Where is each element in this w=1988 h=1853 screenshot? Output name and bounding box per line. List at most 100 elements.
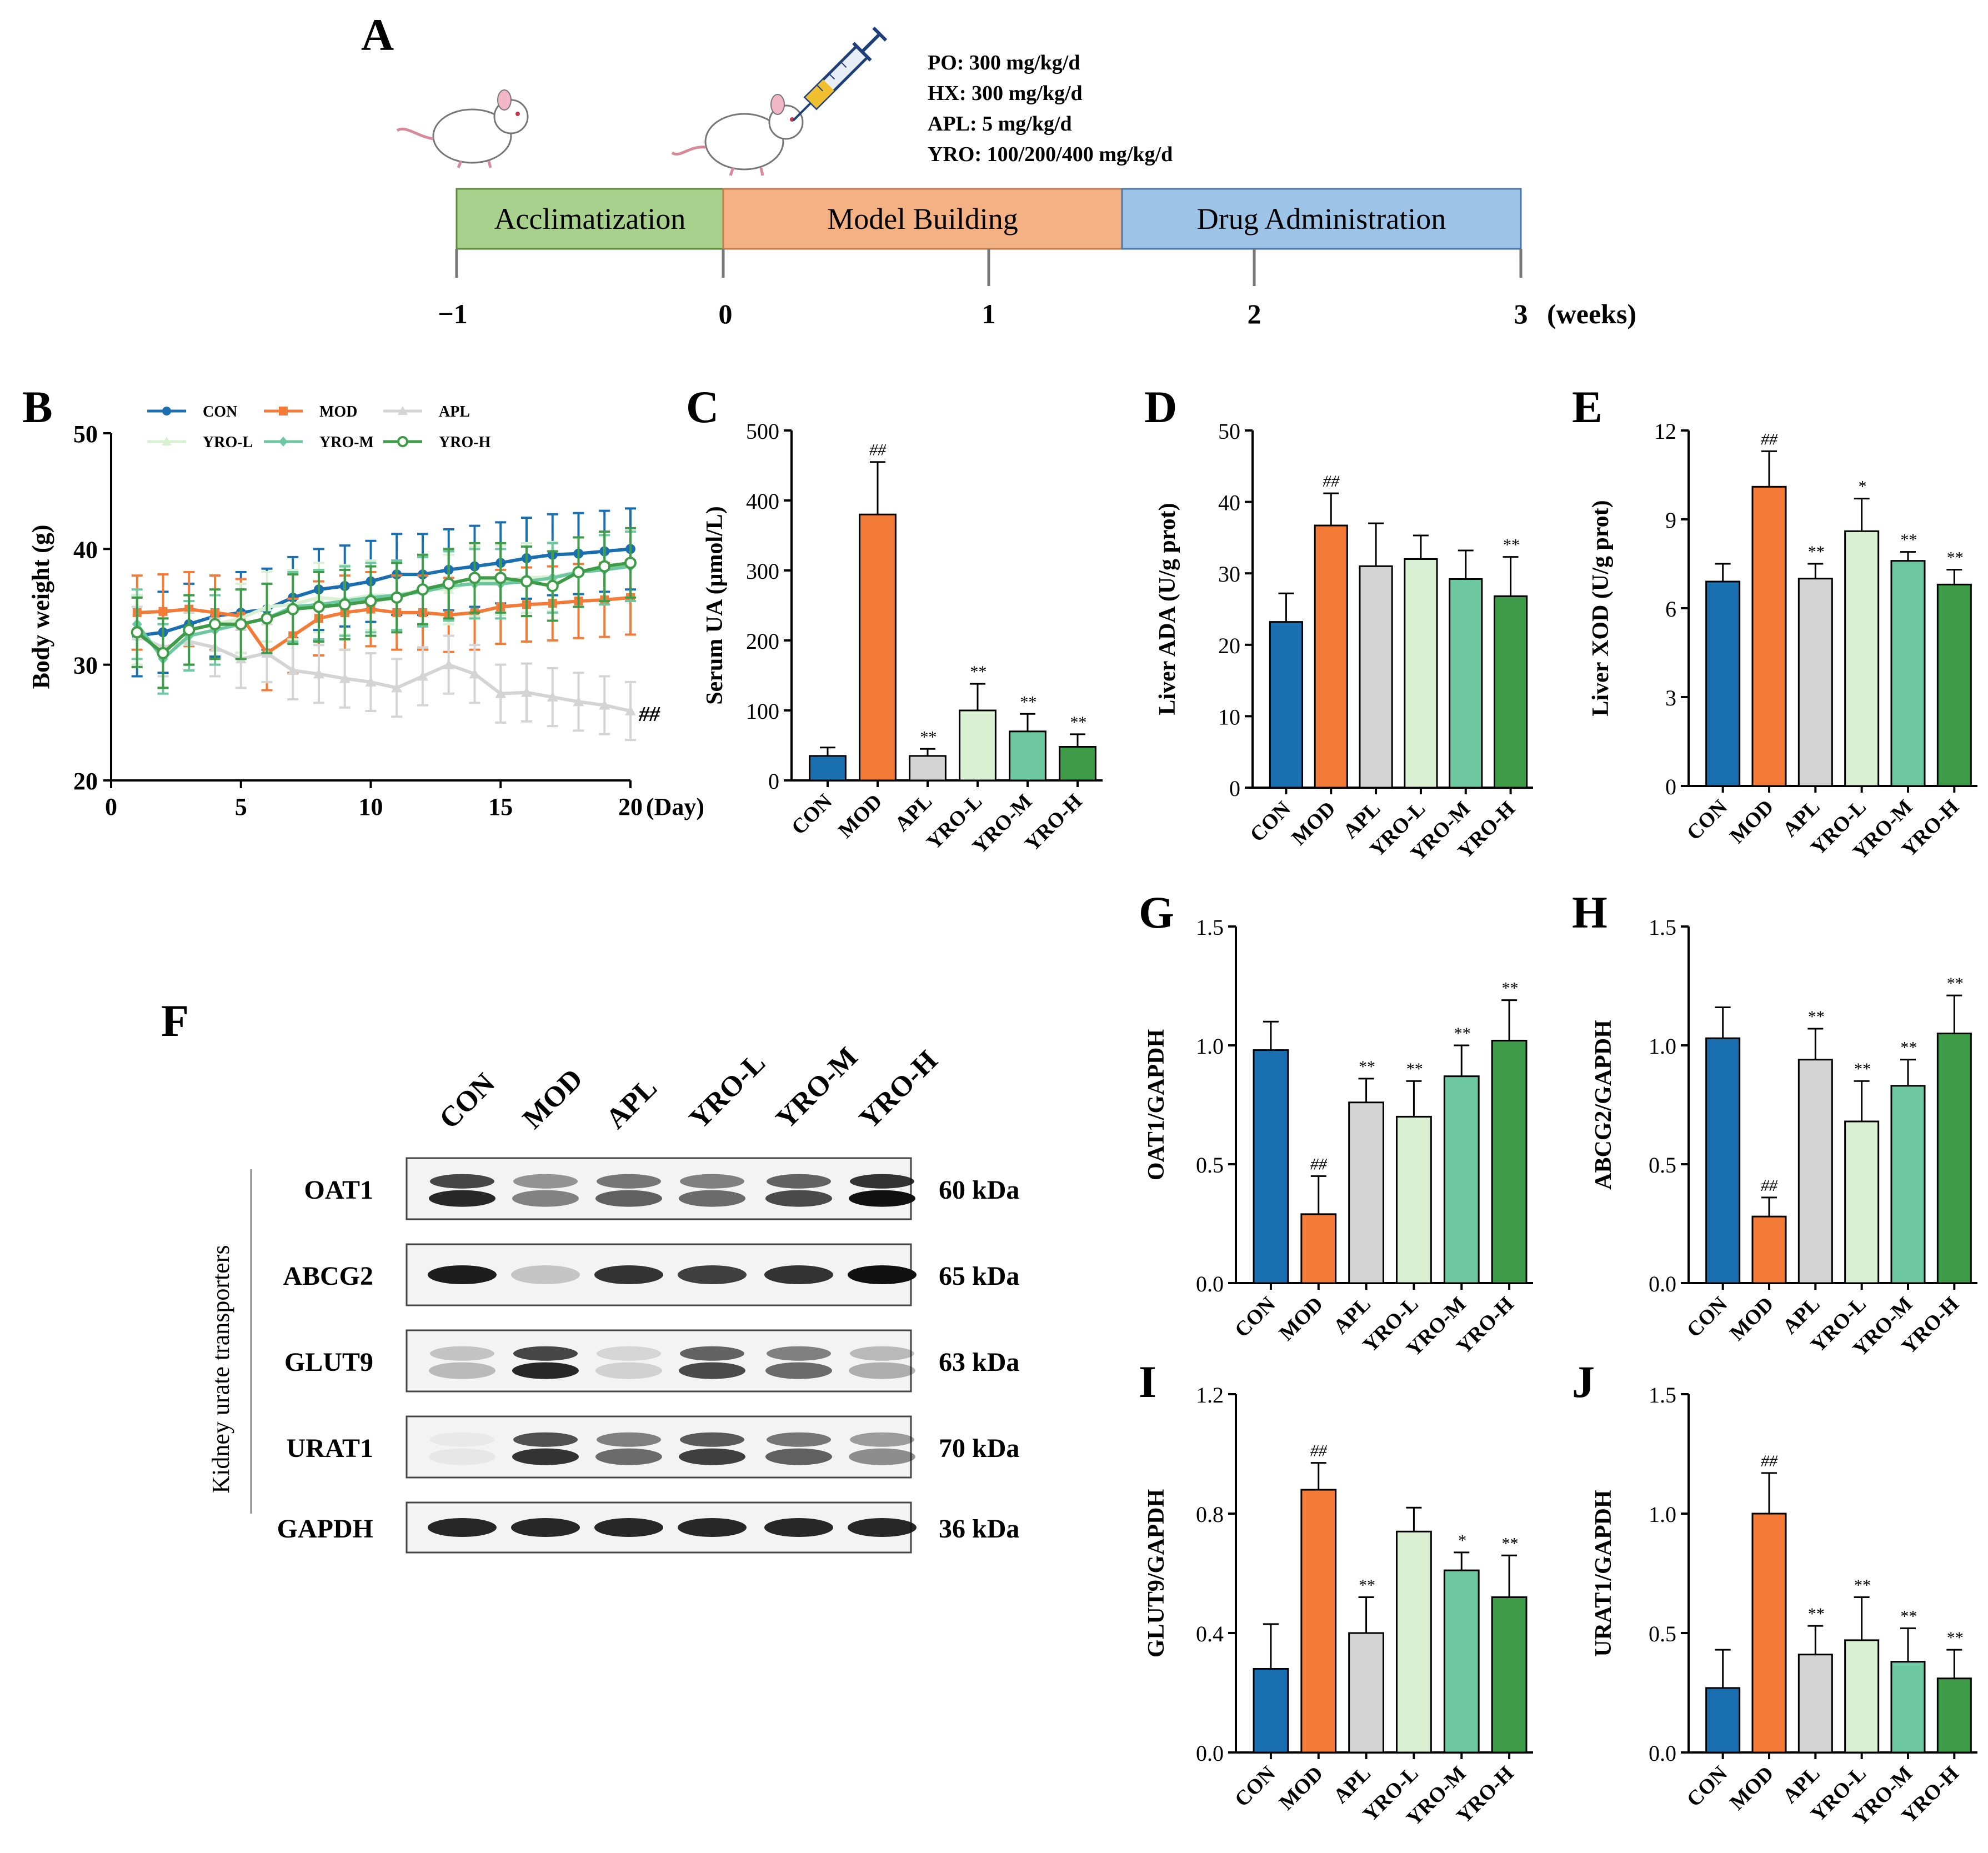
panel-i-chart: I0.00.40.81.2GLUT9/GAPDHCON##MOD**APLYRO… xyxy=(1139,1356,1533,1830)
legend-label: CON xyxy=(203,403,237,420)
bar-yro-h xyxy=(1491,1039,1528,1284)
significance-label: * xyxy=(1857,478,1866,496)
bar-yro-m xyxy=(1890,560,1926,787)
blot-band xyxy=(511,1265,580,1284)
y-axis-label: OAT1/GAPDH xyxy=(1144,1029,1169,1180)
panel-d-chart: D 0 10 20 30 40 50 Liver ADA (U/g prot) CON ## MOD… xyxy=(1144,382,1533,865)
bar-apl xyxy=(1797,1654,1833,1754)
blot-band xyxy=(680,1174,744,1189)
tick-label: 1.5 xyxy=(1649,915,1676,940)
x-axis-label: (Day) xyxy=(646,793,704,820)
category-label: MOD xyxy=(1725,795,1778,848)
tick-label: 0 xyxy=(1229,776,1240,801)
significance-label: ** xyxy=(1807,1605,1824,1623)
data-point xyxy=(468,572,481,584)
significance-label: ** xyxy=(1069,713,1086,732)
significance-label: ## xyxy=(1761,1452,1778,1470)
blot-band xyxy=(848,1265,917,1284)
blot-band xyxy=(678,1518,747,1537)
blot-band xyxy=(678,1265,747,1284)
tick-label: 0.5 xyxy=(1649,1621,1676,1646)
tick-label: 0.5 xyxy=(1649,1153,1676,1178)
category-label: CON xyxy=(1230,1293,1280,1342)
data-point xyxy=(390,591,403,604)
blot-band xyxy=(595,1448,662,1465)
tick-label: 0.0 xyxy=(1196,1271,1224,1296)
blot-band xyxy=(764,1518,833,1537)
blot-band xyxy=(597,1432,661,1447)
blot-lane-label: MOD xyxy=(517,1063,589,1135)
data-point xyxy=(391,682,403,693)
legend-label: YRO-L xyxy=(203,434,253,451)
bar-yro-m xyxy=(1449,578,1483,789)
tick-label: 40 xyxy=(73,536,98,563)
category-label: MOD xyxy=(1725,1762,1778,1815)
blot-lane-label: YRO-M xyxy=(770,1041,864,1135)
tick-label: 10 xyxy=(1218,704,1240,729)
y-axis-label: Liver XOD (U/g prot) xyxy=(1588,500,1614,716)
bar-yro-l xyxy=(1396,1115,1432,1284)
bar-con xyxy=(1705,580,1741,787)
bar-mod xyxy=(1300,1489,1337,1754)
panel-c-chart: C 0 100 200 300 400 500 Serum UA (μmol/L) CON ## M… xyxy=(686,382,1103,858)
significance-label: ** xyxy=(1453,1024,1470,1043)
data-point xyxy=(546,580,559,592)
tick-label: 300 xyxy=(746,559,779,584)
bar-apl xyxy=(1359,565,1393,789)
category-label: MOD xyxy=(834,790,887,843)
data-point xyxy=(624,557,637,569)
tick-label: 1.2 xyxy=(1196,1383,1224,1408)
bar-yro-h xyxy=(1491,1596,1528,1754)
blot-kda-label: 60 kDa xyxy=(939,1175,1019,1205)
panel-letter-f: F xyxy=(161,995,189,1046)
data-point xyxy=(599,699,610,710)
significance-label: ## xyxy=(1310,1442,1328,1460)
bar-apl xyxy=(909,755,947,782)
tick-label: 1.0 xyxy=(1649,1502,1676,1527)
blot-band xyxy=(849,1190,915,1207)
tick-label: 0.4 xyxy=(1196,1621,1224,1646)
panel-letter-i: I xyxy=(1139,1356,1156,1407)
blot-band xyxy=(850,1432,914,1447)
bar-apl xyxy=(1348,1101,1384,1284)
data-point xyxy=(261,612,273,625)
blot-lane-label: CON xyxy=(433,1067,501,1135)
blot-band xyxy=(594,1518,663,1537)
blot-band xyxy=(594,1265,663,1284)
phase-model-building-box xyxy=(722,188,1123,250)
significance-label: ** xyxy=(1946,549,1962,567)
data-point xyxy=(338,598,351,611)
tick-label: 0.0 xyxy=(1649,1271,1676,1296)
bar-mod xyxy=(1314,524,1348,789)
blot-kda-label: 63 kDa xyxy=(939,1348,1019,1377)
significance-label: ## xyxy=(869,441,887,459)
tick-label: 0 xyxy=(1665,774,1676,799)
blot-protein-label: OAT1 xyxy=(304,1175,373,1205)
series-yro-l xyxy=(131,527,636,689)
tick-label: 1.0 xyxy=(1649,1034,1676,1059)
bar-yro-h xyxy=(1936,1033,1972,1284)
panel-letter-j: J xyxy=(1572,1356,1595,1407)
y-axis-label: GLUT9/GAPDH xyxy=(1144,1489,1169,1657)
data-point xyxy=(313,600,325,613)
bar-mod xyxy=(1300,1213,1337,1284)
tick-label: 40 xyxy=(1218,490,1240,515)
blot-band xyxy=(513,1346,578,1361)
blot-lane-label: APL xyxy=(600,1072,663,1135)
tick-label: 0 xyxy=(768,769,779,794)
tick-label: 15 xyxy=(488,793,513,820)
blot-band xyxy=(680,1432,744,1447)
blot-protein-label: URAT1 xyxy=(287,1434,373,1463)
legend-item: YRO-M xyxy=(264,434,374,451)
bar-con xyxy=(1253,1668,1289,1754)
blot-band xyxy=(597,1346,661,1361)
tick-label: 12 xyxy=(1654,419,1676,444)
data-point xyxy=(364,595,377,608)
blot-band xyxy=(513,1432,578,1447)
significance-label: ** xyxy=(919,728,936,746)
week-tick: 1 xyxy=(982,298,996,329)
legend-label: YRO-H xyxy=(439,434,491,451)
data-point xyxy=(442,577,455,590)
bar-yro-l xyxy=(1844,1639,1880,1754)
